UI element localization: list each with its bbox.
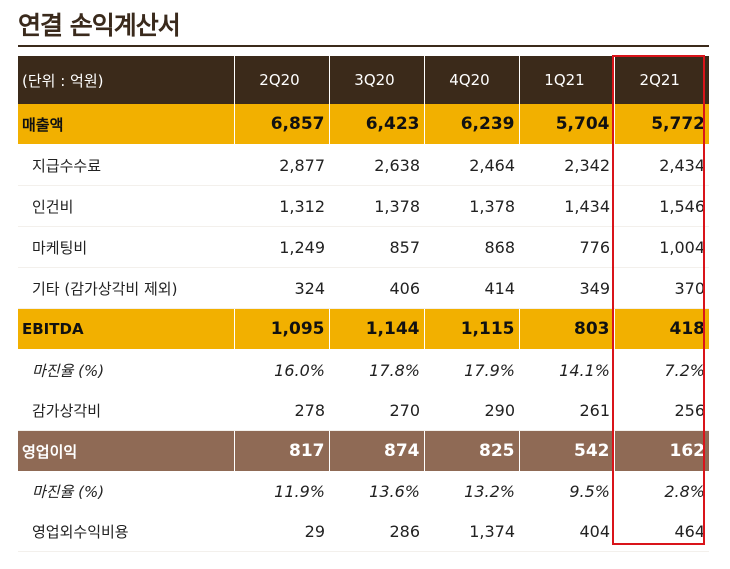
- row-label: 마진율 (%): [32, 361, 105, 380]
- cell-value: 2,877: [234, 144, 329, 186]
- cell-value: 7.2%: [664, 360, 705, 380]
- cell-value: 290: [424, 390, 519, 431]
- cell-value: 868: [424, 226, 519, 268]
- row-ebitda: EBITDA 1,095 1,144 1,115 803 418: [18, 308, 709, 350]
- row-label: 영업외수익비용: [18, 511, 234, 552]
- income-statement-table: (단위 : 억원) 2Q20 3Q20 4Q20 1Q21 2Q21 매출액 6…: [18, 56, 709, 552]
- cell-value: 2.8%: [664, 481, 705, 501]
- cell-value: 404: [519, 511, 614, 552]
- cell-value: 1,378: [329, 185, 424, 227]
- cell-value: 776: [519, 226, 614, 268]
- cell-value: 542: [518, 430, 614, 471]
- cell-value: 1,095: [233, 308, 329, 350]
- column-header-4q20: 4Q20: [423, 56, 519, 104]
- cell-value: 857: [329, 226, 424, 268]
- title-divider: [18, 45, 709, 47]
- cell-value: 270: [329, 390, 424, 431]
- unit-label: (단위 : 억원): [18, 56, 234, 104]
- row-labor-costs: 인건비 1,312 1,378 1,378 1,434 1,546: [18, 185, 709, 227]
- page-title: 연결 손익계산서: [18, 11, 181, 40]
- cell-value: 2,342: [519, 144, 614, 186]
- row-marketing-costs: 마케팅비 1,249 857 868 776 1,004: [18, 226, 709, 268]
- cell-value: 14.1%: [559, 360, 610, 380]
- cell-value: 256: [614, 390, 709, 431]
- row-operating-margin: 마진율 (%) 11.9% 13.6% 13.2% 9.5% 2.8%: [18, 471, 709, 511]
- cell-value: 16.0%: [274, 360, 325, 380]
- cell-value: 11.9%: [274, 481, 325, 501]
- row-label: 인건비: [18, 185, 234, 227]
- cell-value: 13.6%: [369, 481, 420, 501]
- column-header-3q20: 3Q20: [328, 56, 424, 104]
- row-depreciation: 감가상각비 278 270 290 261 256: [18, 390, 709, 431]
- row-label: 지급수수료: [18, 144, 234, 186]
- cell-value: 1,004: [614, 226, 709, 268]
- cell-value: 286: [329, 511, 424, 552]
- row-operating-profit: 영업이익 817 874 825 542 162: [18, 430, 709, 471]
- cell-value: 817: [233, 430, 329, 471]
- cell-value: 6,423: [328, 104, 424, 145]
- row-commission-fees: 지급수수료 2,877 2,638 2,464 2,342 2,434: [18, 144, 709, 186]
- cell-value: 5,772: [613, 104, 709, 145]
- row-label: 매출액: [18, 104, 234, 145]
- cell-value: 278: [234, 390, 329, 431]
- cell-value: 464: [614, 511, 709, 552]
- column-header-1q21: 1Q21: [518, 56, 614, 104]
- cell-value: 803: [518, 308, 614, 350]
- cell-value: 1,249: [234, 226, 329, 268]
- row-label: 감가상각비: [18, 390, 234, 431]
- cell-value: 406: [329, 267, 424, 309]
- cell-value: 1,144: [328, 308, 424, 350]
- cell-value: 6,239: [423, 104, 519, 145]
- cell-value: 29: [234, 511, 329, 552]
- row-label: EBITDA: [18, 308, 234, 350]
- table-header-row: (단위 : 억원) 2Q20 3Q20 4Q20 1Q21 2Q21: [18, 56, 709, 104]
- cell-value: 1,115: [423, 308, 519, 350]
- column-header-2q20: 2Q20: [233, 56, 329, 104]
- cell-value: 414: [424, 267, 519, 309]
- row-non-operating: 영업외수익비용 29 286 1,374 404 464: [18, 511, 709, 552]
- cell-value: 261: [519, 390, 614, 431]
- cell-value: 418: [613, 308, 709, 350]
- cell-value: 6,857: [233, 104, 329, 145]
- cell-value: 2,638: [329, 144, 424, 186]
- row-label: 기타 (감가상각비 제외): [18, 267, 234, 309]
- cell-value: 5,704: [518, 104, 614, 145]
- cell-value: 1,378: [424, 185, 519, 227]
- cell-value: 370: [614, 267, 709, 309]
- cell-value: 17.9%: [464, 360, 515, 380]
- row-revenue: 매출액 6,857 6,423 6,239 5,704 5,772: [18, 104, 709, 145]
- cell-value: 1,434: [519, 185, 614, 227]
- cell-value: 825: [423, 430, 519, 471]
- cell-value: 874: [328, 430, 424, 471]
- row-label: 마케팅비: [18, 226, 234, 268]
- cell-value: 9.5%: [569, 481, 610, 501]
- column-header-2q21: 2Q21: [613, 56, 709, 104]
- row-label: 마진율 (%): [32, 482, 105, 501]
- cell-value: 2,464: [424, 144, 519, 186]
- row-ebitda-margin: 마진율 (%) 16.0% 17.8% 17.9% 14.1% 7.2%: [18, 350, 709, 391]
- cell-value: 1,374: [424, 511, 519, 552]
- cell-value: 2,434: [614, 144, 709, 186]
- cell-value: 349: [519, 267, 614, 309]
- cell-value: 17.8%: [369, 360, 420, 380]
- cell-value: 13.2%: [464, 481, 515, 501]
- row-other-costs: 기타 (감가상각비 제외) 324 406 414 349 370: [18, 267, 709, 309]
- cell-value: 1,312: [234, 185, 329, 227]
- cell-value: 324: [234, 267, 329, 309]
- row-label: 영업이익: [18, 430, 234, 471]
- cell-value: 162: [613, 430, 709, 471]
- cell-value: 1,546: [614, 185, 709, 227]
